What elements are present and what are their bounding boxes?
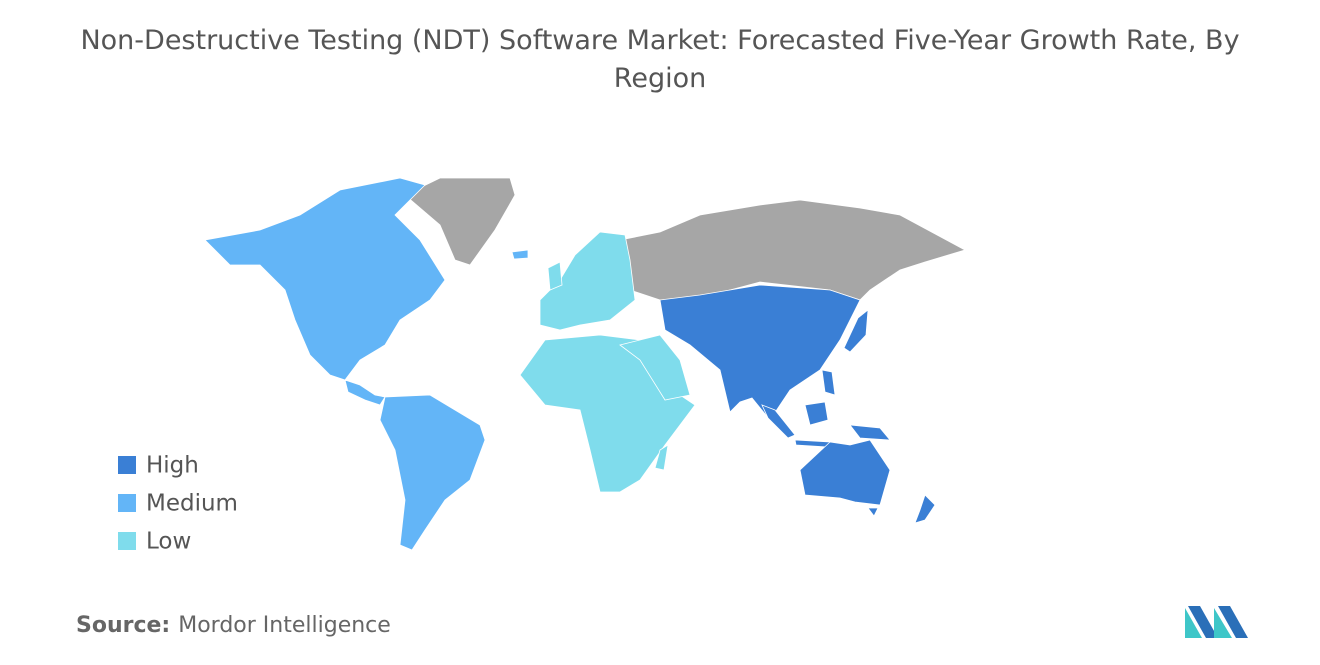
source-text: Mordor Intelligence bbox=[178, 613, 391, 638]
south-america bbox=[379, 394, 486, 551]
madagascar bbox=[654, 444, 669, 471]
legend-label: Medium bbox=[146, 491, 238, 517]
legend-swatch bbox=[118, 494, 136, 512]
central-america bbox=[344, 379, 386, 406]
java bbox=[794, 439, 831, 448]
source: Source: Mordor Intelligence bbox=[76, 613, 391, 638]
source-label: Source: bbox=[76, 613, 171, 638]
legend-label: High bbox=[146, 453, 199, 479]
europe bbox=[539, 231, 636, 331]
north-america bbox=[204, 177, 446, 381]
chart-title: Non-Destructive Testing (NDT) Software M… bbox=[80, 25, 1240, 94]
legend-swatch bbox=[118, 456, 136, 474]
philippines bbox=[821, 369, 836, 396]
new-guinea bbox=[849, 424, 891, 441]
uk bbox=[547, 261, 563, 291]
sumatra bbox=[761, 404, 796, 439]
iceland bbox=[511, 249, 529, 260]
logo bbox=[1185, 606, 1248, 638]
new-zealand bbox=[914, 494, 936, 524]
legend-label: Low bbox=[146, 529, 191, 555]
legend-swatch bbox=[118, 532, 136, 550]
japan bbox=[843, 309, 869, 353]
borneo bbox=[804, 401, 829, 426]
middle-east bbox=[619, 334, 691, 401]
asia bbox=[659, 284, 861, 421]
greenland bbox=[404, 177, 516, 266]
russia bbox=[619, 199, 967, 301]
australia bbox=[799, 439, 891, 506]
tasmania bbox=[867, 507, 879, 517]
